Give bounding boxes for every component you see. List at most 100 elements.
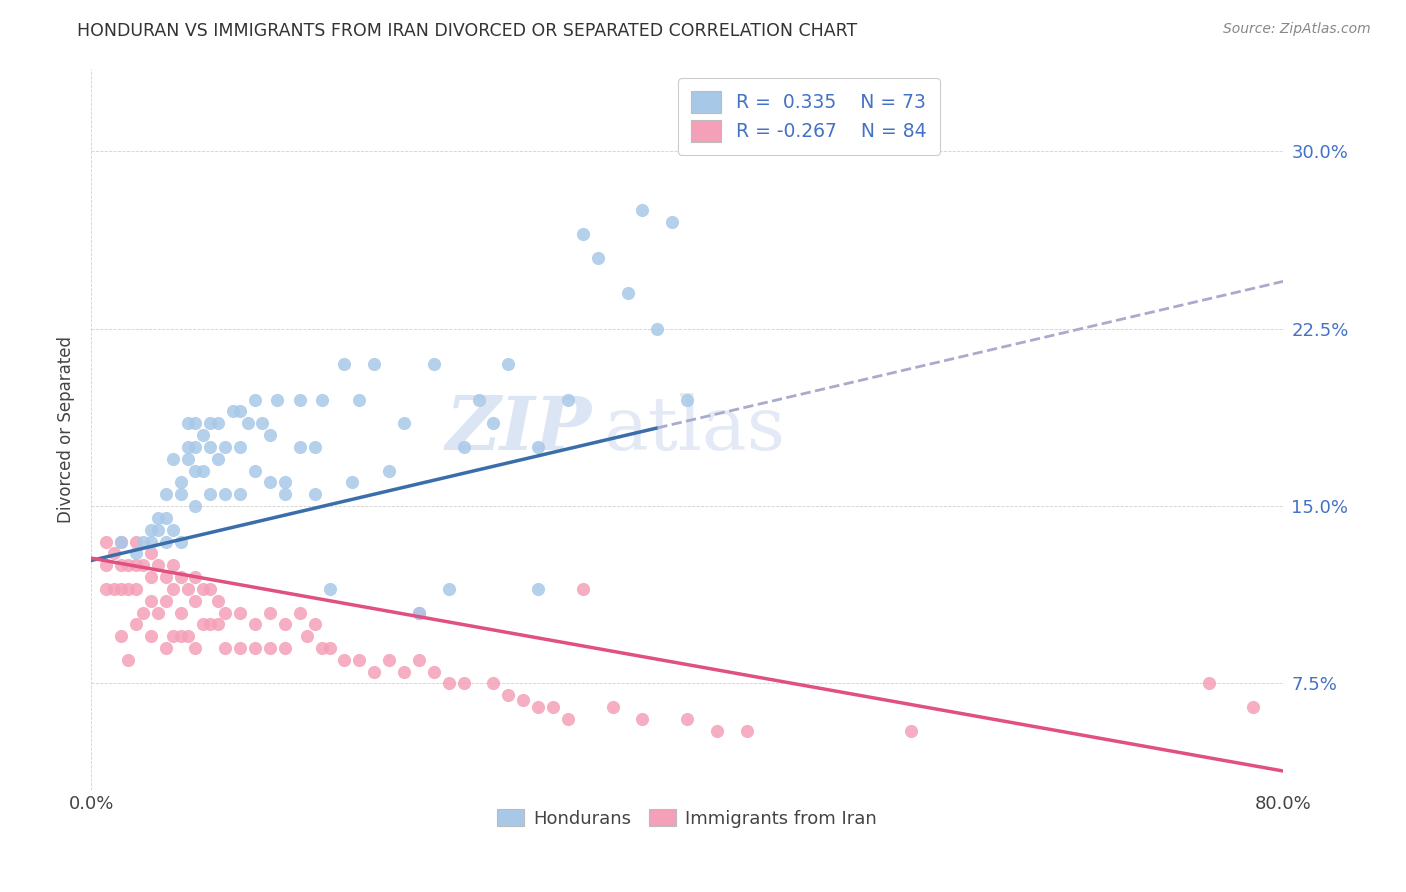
Point: [482, 676, 505, 690]
Point: [304, 487, 326, 501]
Point: [236, 417, 259, 431]
Point: [304, 617, 326, 632]
Point: [110, 534, 132, 549]
Point: [214, 487, 236, 501]
Point: [602, 700, 624, 714]
Point: [177, 440, 200, 454]
Point: [363, 357, 385, 371]
Point: [288, 606, 311, 620]
Point: [900, 723, 922, 738]
Point: [117, 582, 139, 596]
Point: [184, 570, 207, 584]
Point: [214, 440, 236, 454]
Point: [139, 546, 162, 560]
Point: [586, 251, 609, 265]
Point: [191, 428, 214, 442]
Point: [103, 546, 125, 560]
Point: [482, 417, 505, 431]
Text: atlas: atlas: [603, 392, 786, 466]
Point: [139, 570, 162, 584]
Point: [288, 392, 311, 407]
Point: [229, 606, 252, 620]
Point: [162, 451, 184, 466]
Point: [169, 487, 191, 501]
Point: [169, 570, 191, 584]
Point: [207, 451, 229, 466]
Point: [191, 617, 214, 632]
Point: [139, 523, 162, 537]
Point: [243, 617, 266, 632]
Point: [1198, 676, 1220, 690]
Point: [200, 582, 222, 596]
Point: [207, 417, 229, 431]
Point: [125, 558, 148, 573]
Point: [177, 451, 200, 466]
Point: [311, 640, 333, 655]
Point: [288, 440, 311, 454]
Point: [363, 665, 385, 679]
Point: [125, 617, 148, 632]
Point: [274, 487, 297, 501]
Point: [177, 629, 200, 643]
Point: [169, 534, 191, 549]
Point: [162, 523, 184, 537]
Point: [243, 392, 266, 407]
Point: [259, 428, 281, 442]
Point: [676, 392, 699, 407]
Point: [155, 511, 177, 525]
Point: [295, 629, 318, 643]
Point: [132, 534, 155, 549]
Point: [527, 700, 550, 714]
Point: [125, 582, 148, 596]
Point: [162, 629, 184, 643]
Point: [252, 417, 274, 431]
Point: [527, 582, 550, 596]
Point: [117, 558, 139, 573]
Point: [207, 617, 229, 632]
Point: [184, 593, 207, 607]
Point: [266, 392, 288, 407]
Point: [437, 582, 460, 596]
Point: [200, 617, 222, 632]
Point: [557, 712, 579, 726]
Point: [453, 440, 475, 454]
Point: [498, 688, 520, 702]
Point: [229, 640, 252, 655]
Point: [349, 392, 371, 407]
Point: [110, 534, 132, 549]
Point: [423, 357, 446, 371]
Point: [148, 558, 170, 573]
Point: [527, 440, 550, 454]
Point: [191, 582, 214, 596]
Point: [229, 440, 252, 454]
Point: [243, 464, 266, 478]
Text: Source: ZipAtlas.com: Source: ZipAtlas.com: [1223, 22, 1371, 37]
Point: [1241, 700, 1264, 714]
Point: [184, 640, 207, 655]
Point: [222, 404, 245, 418]
Legend: Hondurans, Immigrants from Iran: Hondurans, Immigrants from Iran: [489, 802, 884, 835]
Point: [340, 475, 363, 490]
Point: [274, 640, 297, 655]
Point: [735, 723, 758, 738]
Point: [333, 357, 356, 371]
Point: [467, 392, 489, 407]
Point: [125, 534, 148, 549]
Point: [214, 606, 236, 620]
Point: [311, 392, 333, 407]
Y-axis label: Divorced or Separated: Divorced or Separated: [58, 335, 75, 523]
Point: [318, 582, 340, 596]
Point: [155, 534, 177, 549]
Point: [177, 417, 200, 431]
Point: [184, 417, 207, 431]
Point: [572, 227, 595, 241]
Point: [117, 653, 139, 667]
Point: [110, 629, 132, 643]
Point: [94, 534, 117, 549]
Point: [139, 629, 162, 643]
Point: [132, 606, 155, 620]
Point: [110, 582, 132, 596]
Point: [557, 392, 579, 407]
Point: [243, 640, 266, 655]
Point: [392, 417, 415, 431]
